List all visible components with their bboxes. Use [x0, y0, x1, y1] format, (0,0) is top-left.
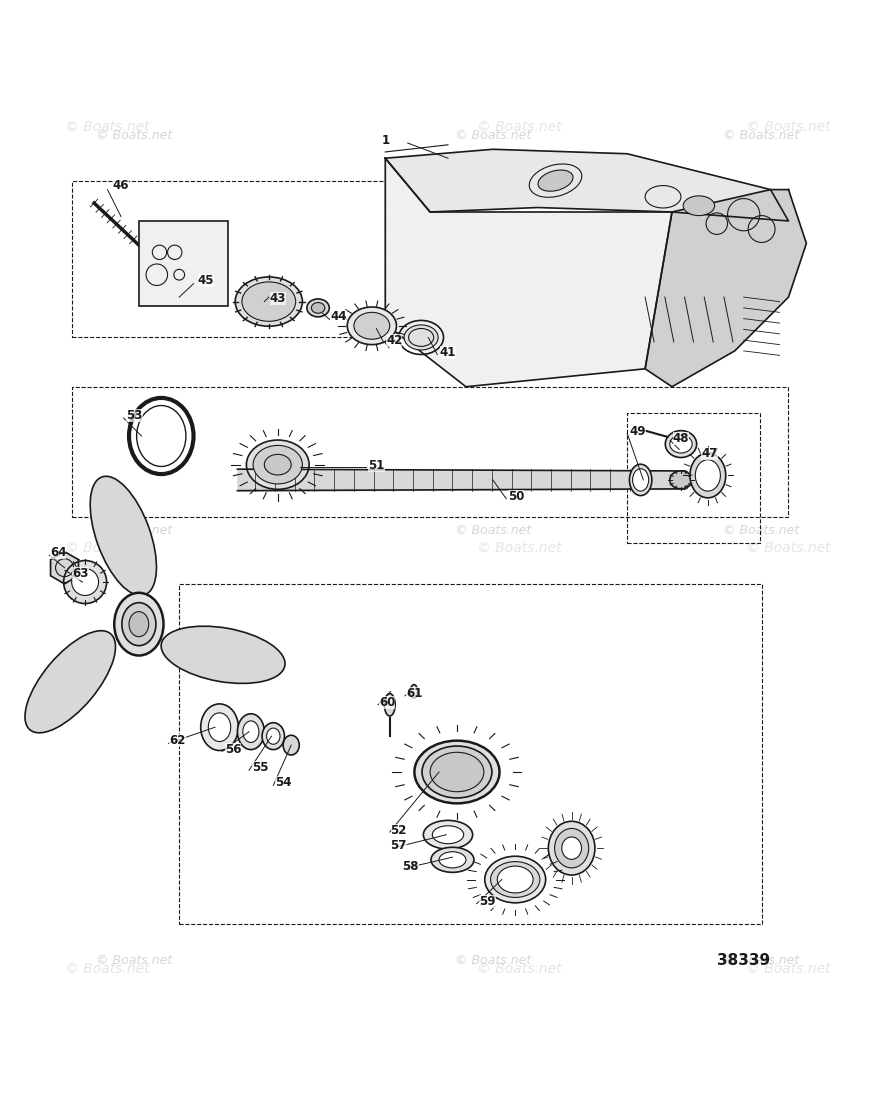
Ellipse shape [348, 307, 396, 344]
Ellipse shape [235, 277, 303, 327]
Ellipse shape [254, 445, 303, 484]
Ellipse shape [666, 431, 697, 457]
Text: 54: 54 [275, 776, 291, 789]
Text: 51: 51 [368, 459, 384, 472]
Text: © Boats.net: © Boats.net [96, 129, 173, 142]
Ellipse shape [555, 829, 589, 868]
Ellipse shape [264, 455, 291, 475]
Ellipse shape [354, 312, 390, 340]
Ellipse shape [136, 406, 186, 467]
Ellipse shape [312, 302, 325, 313]
Text: 49: 49 [630, 425, 646, 438]
Ellipse shape [431, 847, 474, 872]
Text: 61: 61 [406, 687, 422, 699]
Ellipse shape [485, 856, 546, 903]
Ellipse shape [633, 469, 649, 491]
Ellipse shape [424, 821, 473, 849]
Text: 63: 63 [73, 567, 89, 580]
Text: 46: 46 [113, 179, 129, 192]
Ellipse shape [410, 685, 418, 698]
Ellipse shape [246, 439, 309, 489]
Ellipse shape [538, 170, 573, 191]
Ellipse shape [25, 630, 116, 733]
Ellipse shape [122, 603, 156, 646]
Text: © Boats.net: © Boats.net [65, 962, 150, 977]
Ellipse shape [201, 704, 238, 751]
Text: 60: 60 [379, 696, 395, 709]
Text: 45: 45 [198, 274, 214, 287]
Circle shape [72, 569, 99, 595]
Text: © Boats.net: © Boats.net [746, 119, 831, 134]
Text: 57: 57 [391, 838, 407, 852]
Text: 38339: 38339 [717, 952, 771, 968]
Ellipse shape [115, 593, 164, 655]
Ellipse shape [684, 196, 715, 216]
Text: © Boats.net: © Boats.net [746, 541, 831, 555]
Text: 59: 59 [479, 895, 495, 909]
Ellipse shape [90, 477, 157, 595]
Text: 52: 52 [391, 824, 407, 836]
Ellipse shape [497, 866, 533, 893]
Ellipse shape [263, 722, 285, 750]
Polygon shape [385, 158, 672, 387]
Text: 53: 53 [126, 409, 142, 422]
Ellipse shape [439, 852, 466, 868]
Ellipse shape [208, 712, 231, 742]
Text: 58: 58 [402, 859, 418, 872]
Text: © Boats.net: © Boats.net [454, 524, 531, 537]
Text: 1: 1 [381, 134, 390, 147]
Ellipse shape [161, 626, 285, 684]
Text: © Boats.net: © Boats.net [65, 119, 150, 134]
Polygon shape [385, 149, 788, 221]
Text: 48: 48 [673, 432, 689, 445]
Ellipse shape [690, 453, 726, 498]
Text: 43: 43 [270, 293, 286, 306]
Ellipse shape [243, 721, 259, 742]
Ellipse shape [629, 465, 652, 495]
Ellipse shape [242, 282, 296, 321]
Text: © Boats.net: © Boats.net [723, 524, 800, 537]
Circle shape [64, 560, 107, 604]
Text: 47: 47 [702, 447, 718, 460]
Text: © Boats.net: © Boats.net [65, 541, 150, 555]
Text: 50: 50 [508, 490, 524, 503]
Text: © Boats.net: © Boats.net [478, 119, 562, 134]
Text: 42: 42 [386, 333, 402, 346]
Ellipse shape [404, 324, 438, 350]
Ellipse shape [129, 612, 149, 637]
Ellipse shape [266, 728, 280, 744]
Text: 56: 56 [225, 743, 241, 756]
Text: © Boats.net: © Boats.net [454, 954, 531, 967]
Text: 41: 41 [440, 346, 456, 359]
Ellipse shape [415, 741, 500, 803]
Text: © Boats.net: © Boats.net [454, 129, 531, 142]
Text: 64: 64 [50, 546, 66, 559]
Ellipse shape [306, 299, 330, 317]
Text: 62: 62 [169, 734, 185, 747]
Bar [139, 221, 228, 306]
Text: 44: 44 [331, 310, 347, 323]
Text: © Boats.net: © Boats.net [478, 962, 562, 977]
Ellipse shape [422, 746, 492, 798]
Text: © Boats.net: © Boats.net [478, 541, 562, 555]
Text: © Boats.net: © Boats.net [723, 129, 800, 142]
Polygon shape [645, 190, 806, 387]
Ellipse shape [562, 837, 582, 859]
Ellipse shape [670, 471, 693, 489]
Ellipse shape [491, 861, 539, 898]
Text: © Boats.net: © Boats.net [723, 954, 800, 967]
Text: © Boats.net: © Boats.net [96, 524, 173, 537]
Text: © Boats.net: © Boats.net [746, 962, 831, 977]
Ellipse shape [283, 735, 299, 755]
Ellipse shape [433, 825, 464, 844]
Text: 55: 55 [252, 761, 268, 774]
Ellipse shape [430, 752, 484, 791]
Ellipse shape [548, 821, 595, 875]
Ellipse shape [695, 459, 720, 491]
Ellipse shape [670, 435, 693, 453]
Text: © Boats.net: © Boats.net [96, 954, 173, 967]
Polygon shape [50, 551, 79, 584]
Ellipse shape [237, 713, 264, 750]
Ellipse shape [384, 694, 395, 716]
